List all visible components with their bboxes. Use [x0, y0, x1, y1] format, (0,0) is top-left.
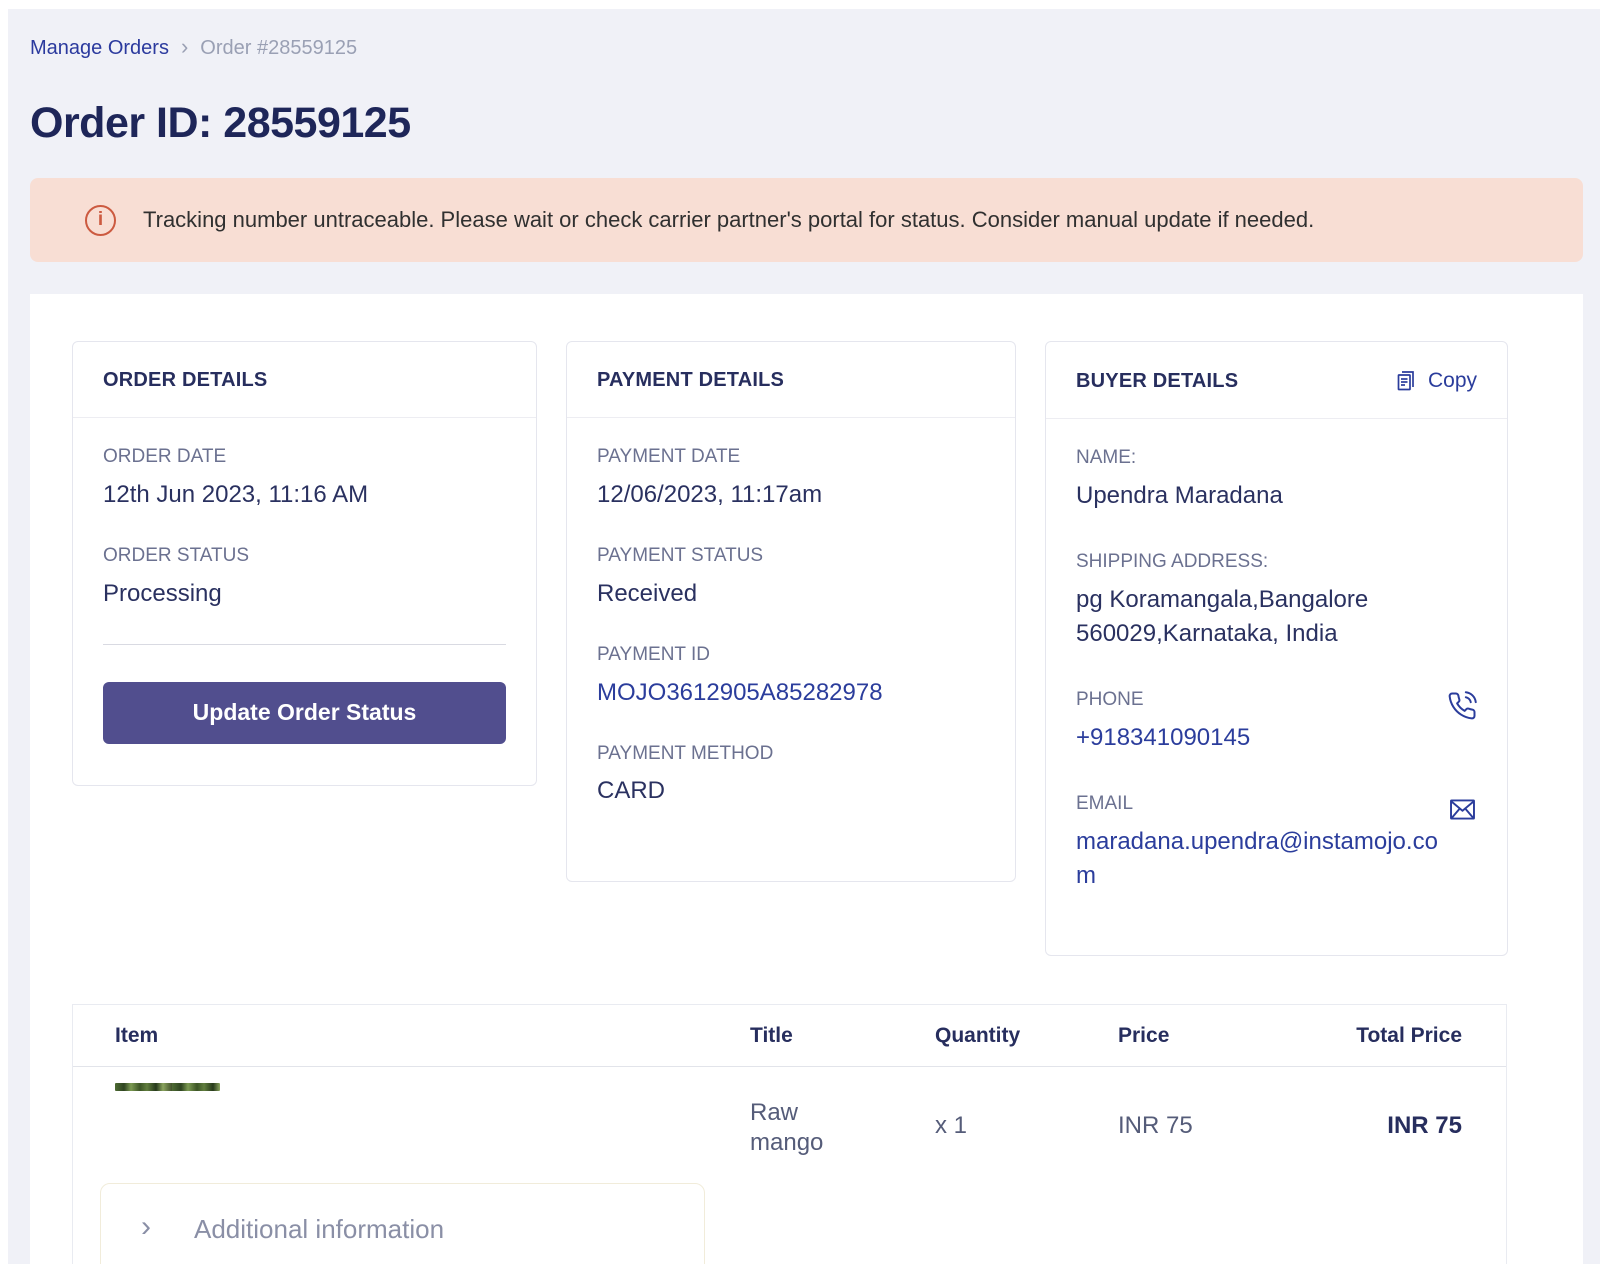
buyer-phone-field: PHONE +918341090145 [1076, 689, 1477, 755]
page-title: Order ID: 28559125 [30, 99, 411, 147]
update-order-status-button[interactable]: Update Order Status [103, 681, 506, 744]
order-detail-panel: ORDER DETAILS ORDER DATE 12th Jun 2023, … [30, 294, 1583, 1264]
payment-status-value: Received [597, 579, 698, 607]
payment-status-field: PAYMENT STATUS Received [597, 545, 985, 611]
copy-icon [1394, 369, 1418, 393]
payment-id-link[interactable]: MOJO3612905A85282978 [597, 678, 883, 706]
order-card-divider [103, 643, 506, 645]
buyer-name-field: NAME: Upendra Maradana [1076, 447, 1477, 513]
buyer-name-label: NAME: [1076, 447, 1137, 468]
shipping-address-label: SHIPPING ADDRESS: [1076, 550, 1269, 572]
tracking-warning-text: Tracking number untraceable. Please wait… [143, 207, 1315, 232]
payment-method-field: PAYMENT METHOD CARD [597, 743, 985, 809]
order-status-value: Processing [103, 579, 222, 607]
item-price: INR 75 [1118, 1112, 1193, 1139]
phone-icon[interactable] [1447, 689, 1477, 721]
payment-details-title: PAYMENT DETAILS [597, 369, 785, 391]
payment-date-field: PAYMENT DATE 12/06/2023, 11:17am [597, 446, 985, 512]
buyer-details-card: BUYER DETAILS [1045, 341, 1508, 956]
order-status-field: ORDER STATUS Processing [103, 545, 506, 611]
buyer-email-field: EMAIL maradana.upendra@instamojo.com [1076, 793, 1477, 893]
breadcrumb-current-order: Order #28559125 [200, 37, 358, 59]
payment-date-label: PAYMENT DATE [597, 446, 741, 467]
breadcrumb-manage-orders-link[interactable]: Manage Orders [30, 37, 169, 59]
copy-button-label: Copy [1427, 369, 1477, 392]
buyer-details-header: BUYER DETAILS [1046, 342, 1507, 419]
item-title: Raw mango [750, 1099, 824, 1156]
payment-status-label: PAYMENT STATUS [597, 544, 764, 566]
payment-id-label: PAYMENT ID [597, 643, 710, 665]
items-table-header: Item Title Quantity Price Total Price [73, 1005, 1506, 1067]
column-header-quantity: Quantity [935, 1023, 1021, 1047]
order-date-field: ORDER DATE 12th Jun 2023, 11:16 AM [103, 446, 506, 512]
shipping-address-field: SHIPPING ADDRESS: pg Koramangala,Bangalo… [1076, 551, 1477, 651]
table-row: › Additional information Raw mango x 1 I… [73, 1067, 1506, 1264]
column-header-total-price: Total Price [1356, 1023, 1462, 1047]
column-header-item: Item [115, 1023, 159, 1047]
additional-information-label: Additional information [194, 1213, 445, 1244]
order-details-card: ORDER DETAILS ORDER DATE 12th Jun 2023, … [72, 341, 537, 786]
buyer-phone-label: PHONE [1076, 688, 1144, 710]
payment-method-value: CARD [597, 777, 666, 805]
order-details-header: ORDER DETAILS [73, 342, 536, 418]
items-table: Item Title Quantity Price Total Price › … [72, 1004, 1507, 1264]
buyer-phone-link[interactable]: +918341090145 [1076, 723, 1251, 751]
buyer-name-value: Upendra Maradana [1076, 481, 1283, 509]
payment-id-field: PAYMENT ID MOJO3612905A85282978 [597, 644, 985, 710]
column-header-price: Price [1118, 1023, 1170, 1047]
email-icon[interactable] [1448, 793, 1477, 824]
column-header-title: Title [750, 1023, 793, 1047]
item-total-price: INR 75 [1387, 1112, 1462, 1139]
chevron-right-icon: › [141, 1210, 151, 1243]
order-date-value: 12th Jun 2023, 11:16 AM [103, 480, 369, 508]
additional-information-toggle[interactable]: › Additional information [100, 1183, 705, 1264]
order-date-label: ORDER DATE [103, 446, 227, 467]
breadcrumb: Manage Orders › Order #28559125 [30, 36, 1583, 61]
item-thumbnail [115, 1083, 220, 1091]
payment-details-card: PAYMENT DETAILS PAYMENT DATE 12/06/2023,… [566, 341, 1016, 882]
payment-method-label: PAYMENT METHOD [597, 742, 774, 764]
buyer-details-title: BUYER DETAILS [1076, 369, 1239, 392]
order-details-title: ORDER DETAILS [103, 369, 268, 391]
breadcrumb-separator-icon: › [180, 34, 189, 59]
buyer-email-link[interactable]: maradana.upendra@instamojo.com [1076, 827, 1438, 889]
item-quantity: x 1 [935, 1112, 968, 1139]
payment-date-value: 12/06/2023, 11:17am [597, 480, 823, 508]
order-status-label: ORDER STATUS [103, 544, 250, 566]
page-background: Manage Orders › Order #28559125 Order ID… [8, 9, 1600, 1264]
info-icon: i [85, 204, 116, 236]
shipping-address-value: pg Koramangala,Bangalore 560029,Karnatak… [1076, 585, 1369, 647]
copy-buyer-details-button[interactable]: Copy [1394, 369, 1477, 393]
payment-details-header: PAYMENT DETAILS [567, 342, 1015, 418]
tracking-warning-banner: i Tracking number untraceable. Please wa… [30, 178, 1583, 262]
buyer-email-label: EMAIL [1076, 792, 1134, 814]
